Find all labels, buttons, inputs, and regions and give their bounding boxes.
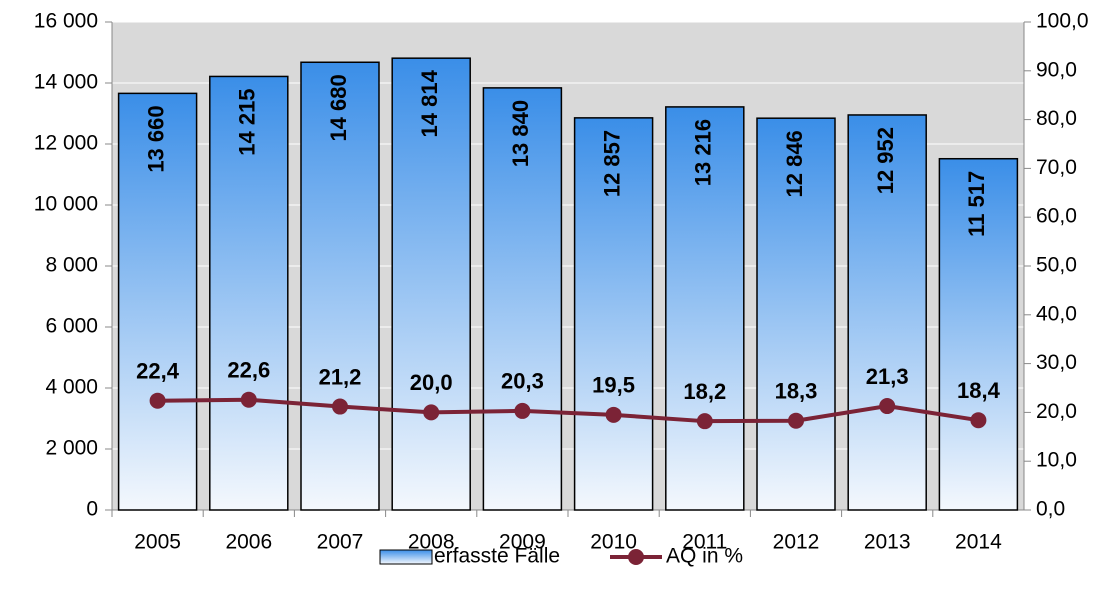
line-value-label: 18,2 bbox=[683, 379, 726, 404]
x-tick-label: 2008 bbox=[408, 531, 455, 554]
bar-value-label: 12 857 bbox=[599, 130, 624, 197]
y-tick-label: 8 000 bbox=[45, 254, 98, 277]
bar-value-label: 11 517 bbox=[964, 171, 989, 237]
y2-tick-label: 20,0 bbox=[1036, 400, 1077, 423]
line bbox=[157, 397, 979, 424]
y2-tick-label: 70,0 bbox=[1036, 156, 1077, 179]
bar bbox=[573, 117, 654, 511]
x-tick-label: 2007 bbox=[317, 531, 364, 554]
bar bbox=[665, 106, 745, 511]
bar-value-label: 14 814 bbox=[417, 69, 442, 137]
line-marker bbox=[423, 404, 440, 421]
bar bbox=[300, 61, 380, 511]
bar bbox=[938, 157, 1019, 511]
y2-tick-label: 60,0 bbox=[1036, 205, 1077, 228]
y-tick-label: 10 000 bbox=[34, 193, 98, 216]
y-tick-label: 16 000 bbox=[34, 10, 98, 33]
x-tick-label: 2009 bbox=[499, 531, 546, 554]
x-tick-label: 2012 bbox=[773, 531, 820, 554]
bar bbox=[756, 117, 836, 511]
y2-tick-label: 0,0 bbox=[1036, 498, 1065, 521]
line-value-label: 22,4 bbox=[136, 359, 180, 384]
bar bbox=[482, 87, 563, 511]
y2-tick-label: 50,0 bbox=[1036, 254, 1077, 277]
y2-tick-label: 30,0 bbox=[1036, 351, 1077, 374]
legend-swatch bbox=[379, 549, 433, 565]
line-value-label: 21,3 bbox=[866, 364, 909, 389]
legend-label: erfasste Fälle bbox=[434, 545, 560, 568]
bar-value-label: 13 840 bbox=[508, 100, 533, 167]
line-marker bbox=[970, 412, 987, 429]
line-value-label: 18,3 bbox=[775, 379, 818, 404]
y2-tick-label: 10,0 bbox=[1036, 449, 1077, 472]
bar bbox=[391, 57, 471, 511]
x-tick-label: 2005 bbox=[134, 531, 181, 554]
line-marker bbox=[332, 398, 348, 415]
line-value-label: 20,0 bbox=[410, 370, 453, 395]
bar bbox=[117, 92, 198, 511]
y2-tick-label: 40,0 bbox=[1036, 302, 1077, 325]
bar bbox=[209, 75, 289, 511]
x-tick-label: 2010 bbox=[590, 531, 637, 554]
y2-tick-label: 100,0 bbox=[1036, 10, 1089, 33]
legend-label: AQ in % bbox=[666, 545, 743, 568]
line-marker bbox=[788, 412, 804, 429]
y-tick-label: 12 000 bbox=[34, 132, 98, 155]
y2-tick-label: 80,0 bbox=[1036, 107, 1077, 130]
line-marker bbox=[240, 391, 257, 408]
bar-value-label: 13 660 bbox=[143, 105, 168, 172]
line-marker bbox=[879, 398, 896, 415]
y-tick-label: 0 bbox=[86, 498, 98, 521]
x-tick-label: 2013 bbox=[864, 531, 911, 554]
line-marker bbox=[514, 402, 531, 419]
line-marker bbox=[149, 392, 166, 409]
line-value-label: 22,6 bbox=[227, 358, 270, 383]
line-marker bbox=[605, 406, 622, 423]
line-value-label: 18,4 bbox=[957, 378, 1001, 403]
y-tick-label: 2 000 bbox=[45, 437, 98, 460]
bar-value-label: 14 680 bbox=[326, 74, 351, 141]
y-tick-label: 6 000 bbox=[45, 315, 98, 338]
line-marker bbox=[696, 413, 713, 430]
line-value-label: 20,3 bbox=[501, 369, 544, 394]
x-tick-label: 2006 bbox=[225, 531, 272, 554]
y-tick-label: 14 000 bbox=[34, 71, 98, 94]
bar-value-label: 14 215 bbox=[235, 88, 260, 155]
line-value-label: 21,2 bbox=[319, 364, 362, 389]
y-tick-label: 4 000 bbox=[45, 376, 98, 399]
bar-value-label: 12 846 bbox=[782, 130, 807, 197]
x-tick-label: 2014 bbox=[955, 531, 1002, 554]
x-tick-label: 2011 bbox=[682, 531, 727, 554]
line-value-label: 19,5 bbox=[592, 373, 635, 398]
bar-value-label: 13 216 bbox=[691, 119, 716, 186]
bar-value-label: 12 952 bbox=[873, 127, 898, 194]
bar bbox=[847, 114, 927, 511]
y2-tick-label: 90,0 bbox=[1036, 58, 1077, 81]
legend-marker bbox=[628, 549, 644, 565]
